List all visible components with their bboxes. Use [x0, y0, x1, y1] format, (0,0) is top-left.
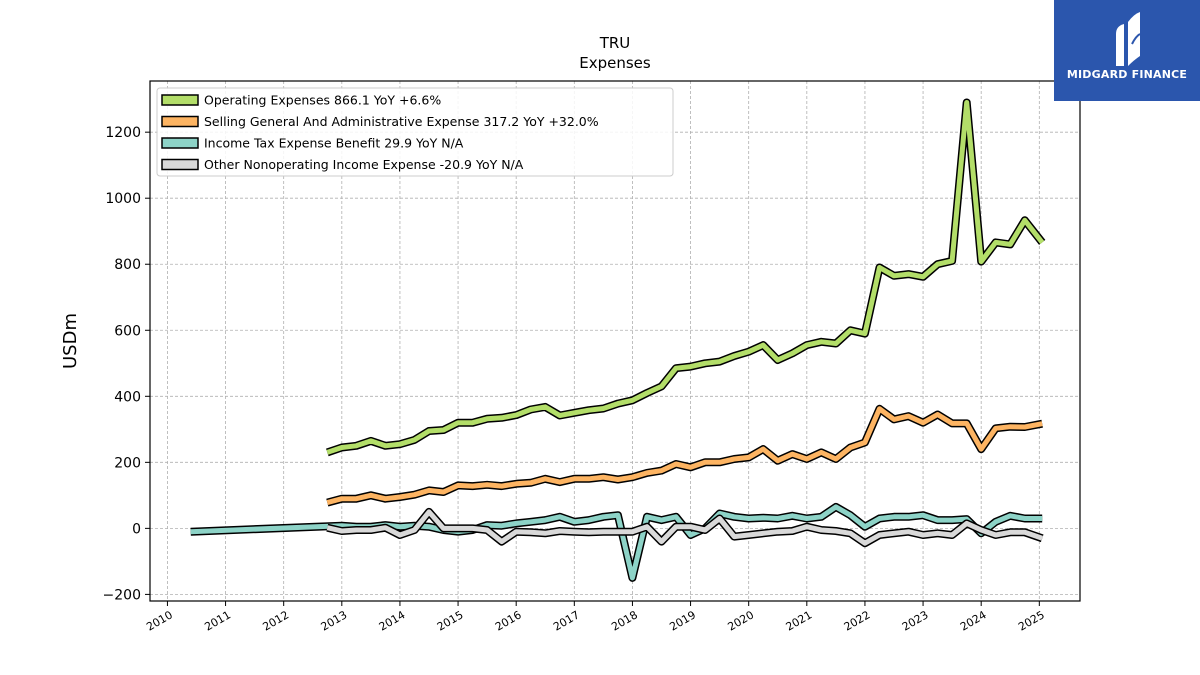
- x-tick-label: 2020: [725, 608, 756, 633]
- x-tick-label: 2022: [842, 608, 873, 633]
- x-tick-label: 2023: [900, 608, 931, 633]
- x-tick-label: 2014: [377, 608, 408, 633]
- y-tick-label: 800: [114, 257, 141, 273]
- legend-swatch: [161, 115, 199, 128]
- chart-subtitle: Expenses: [579, 54, 651, 72]
- brand-logo: MIDGARD FINANCE: [1054, 0, 1200, 101]
- y-axis-label: USDm: [60, 313, 81, 369]
- legend-label: Other Nonoperating Income Expense -20.9 …: [204, 157, 524, 172]
- series-lines: [190, 98, 1046, 582]
- y-tick-label: 1000: [105, 191, 141, 207]
- x-tick-label: 2024: [958, 608, 989, 633]
- legend: Operating Expenses 866.1 YoY +6.6% Sellin…: [156, 87, 674, 177]
- y-tick-label: 600: [114, 323, 141, 339]
- series-line: [190, 504, 1043, 581]
- x-tick-label: 2021: [784, 608, 815, 633]
- x-tick-label: 2016: [493, 608, 524, 633]
- x-tick-label: 2011: [202, 608, 233, 633]
- grid-lines: [150, 81, 1080, 601]
- y-tick-label: 1200: [105, 125, 141, 141]
- midgard-m-logo-icon: [1116, 12, 1141, 66]
- x-tick-label: 2013: [319, 608, 350, 633]
- legend-label: Selling General And Administrative Expen…: [204, 114, 599, 129]
- legend-swatch: [161, 137, 199, 149]
- y-tick-label: −200: [103, 587, 141, 603]
- brand-name: MIDGARD FINANCE: [1066, 68, 1188, 81]
- x-tick-label: 2010: [144, 608, 175, 633]
- legend-label: Operating Expenses 866.1 YoY +6.6%: [204, 93, 441, 108]
- x-tick-label: 2018: [609, 608, 640, 633]
- y-tick-label: 400: [114, 389, 141, 405]
- x-tick-label: 2025: [1016, 608, 1047, 633]
- y-tick-label: 200: [114, 455, 141, 471]
- series-0: [326, 98, 1046, 457]
- legend-box: [156, 87, 674, 177]
- chart-title: TRU: [599, 34, 631, 52]
- x-tick-label: 2015: [435, 608, 466, 633]
- x-tick-label: 2019: [667, 608, 698, 633]
- series-line: [326, 509, 1044, 546]
- series-3: [326, 507, 1044, 548]
- series-line: [326, 406, 1043, 506]
- legend-swatch: [161, 94, 199, 106]
- y-tick-label: 0: [132, 521, 141, 537]
- plot-frame: [149, 80, 1081, 602]
- legend-label: Income Tax Expense Benefit 29.9 YoY N/A: [204, 136, 464, 151]
- series-line: [326, 100, 1045, 455]
- series-1: [326, 404, 1043, 507]
- series-2: [190, 502, 1043, 582]
- legend-swatch: [161, 158, 199, 171]
- x-tick-label: 2017: [551, 608, 582, 633]
- x-tick-label: 2012: [260, 608, 291, 633]
